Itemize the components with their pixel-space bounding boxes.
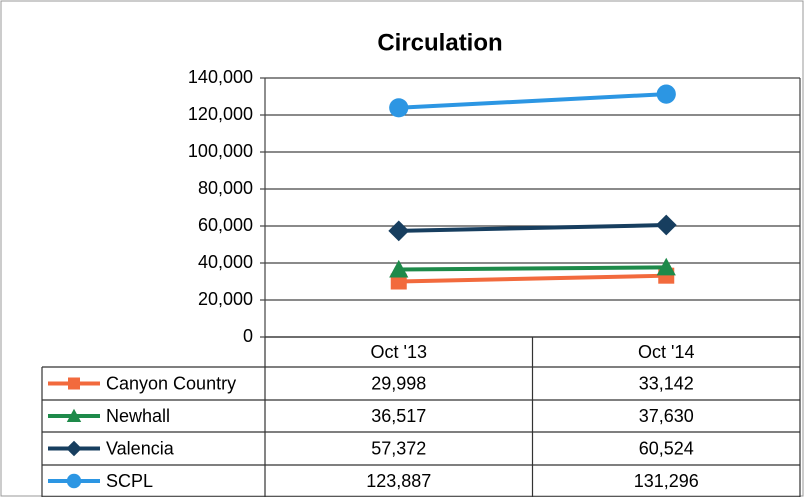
marker <box>389 98 409 118</box>
marker <box>655 214 677 236</box>
series-line <box>398 92 667 110</box>
x-tick-label: Oct '13 <box>371 342 427 362</box>
legend-marker <box>68 377 80 390</box>
legend-label: SCPL <box>106 471 153 491</box>
marker <box>389 259 409 278</box>
marker <box>390 273 407 290</box>
data-label: 36,517 <box>371 406 426 426</box>
data-label: 57,372 <box>371 438 426 458</box>
legend-label: Canyon Country <box>106 373 236 393</box>
data-label: 37,630 <box>639 406 694 426</box>
legend-label: Newhall <box>106 406 170 426</box>
legend-marker <box>66 408 82 422</box>
y-tick-label: 20,000 <box>198 289 253 309</box>
y-tick-label: 80,000 <box>198 178 253 198</box>
y-tick-label: 0 <box>243 326 253 346</box>
y-tick-label: 100,000 <box>188 141 253 161</box>
data-label: 33,142 <box>639 373 694 393</box>
data-label: 123,887 <box>366 471 431 491</box>
y-tick-label: 120,000 <box>188 104 253 124</box>
y-tick-label: 40,000 <box>198 252 253 272</box>
marker <box>656 257 676 276</box>
legend-marker <box>66 440 82 457</box>
series-line <box>398 265 667 272</box>
x-tick-label: Oct '14 <box>638 342 694 362</box>
chart-title: Circulation <box>377 29 502 56</box>
legend-marker <box>66 473 82 489</box>
data-label: 29,998 <box>371 373 426 393</box>
data-label: 131,296 <box>634 471 699 491</box>
series-line <box>398 223 667 233</box>
marker <box>388 220 410 242</box>
series-line <box>398 273 667 284</box>
legend-label: Valencia <box>106 438 175 458</box>
marker <box>656 84 676 104</box>
data-label: 60,524 <box>639 438 694 458</box>
y-tick-label: 60,000 <box>198 215 253 235</box>
y-tick-label: 140,000 <box>188 67 253 87</box>
